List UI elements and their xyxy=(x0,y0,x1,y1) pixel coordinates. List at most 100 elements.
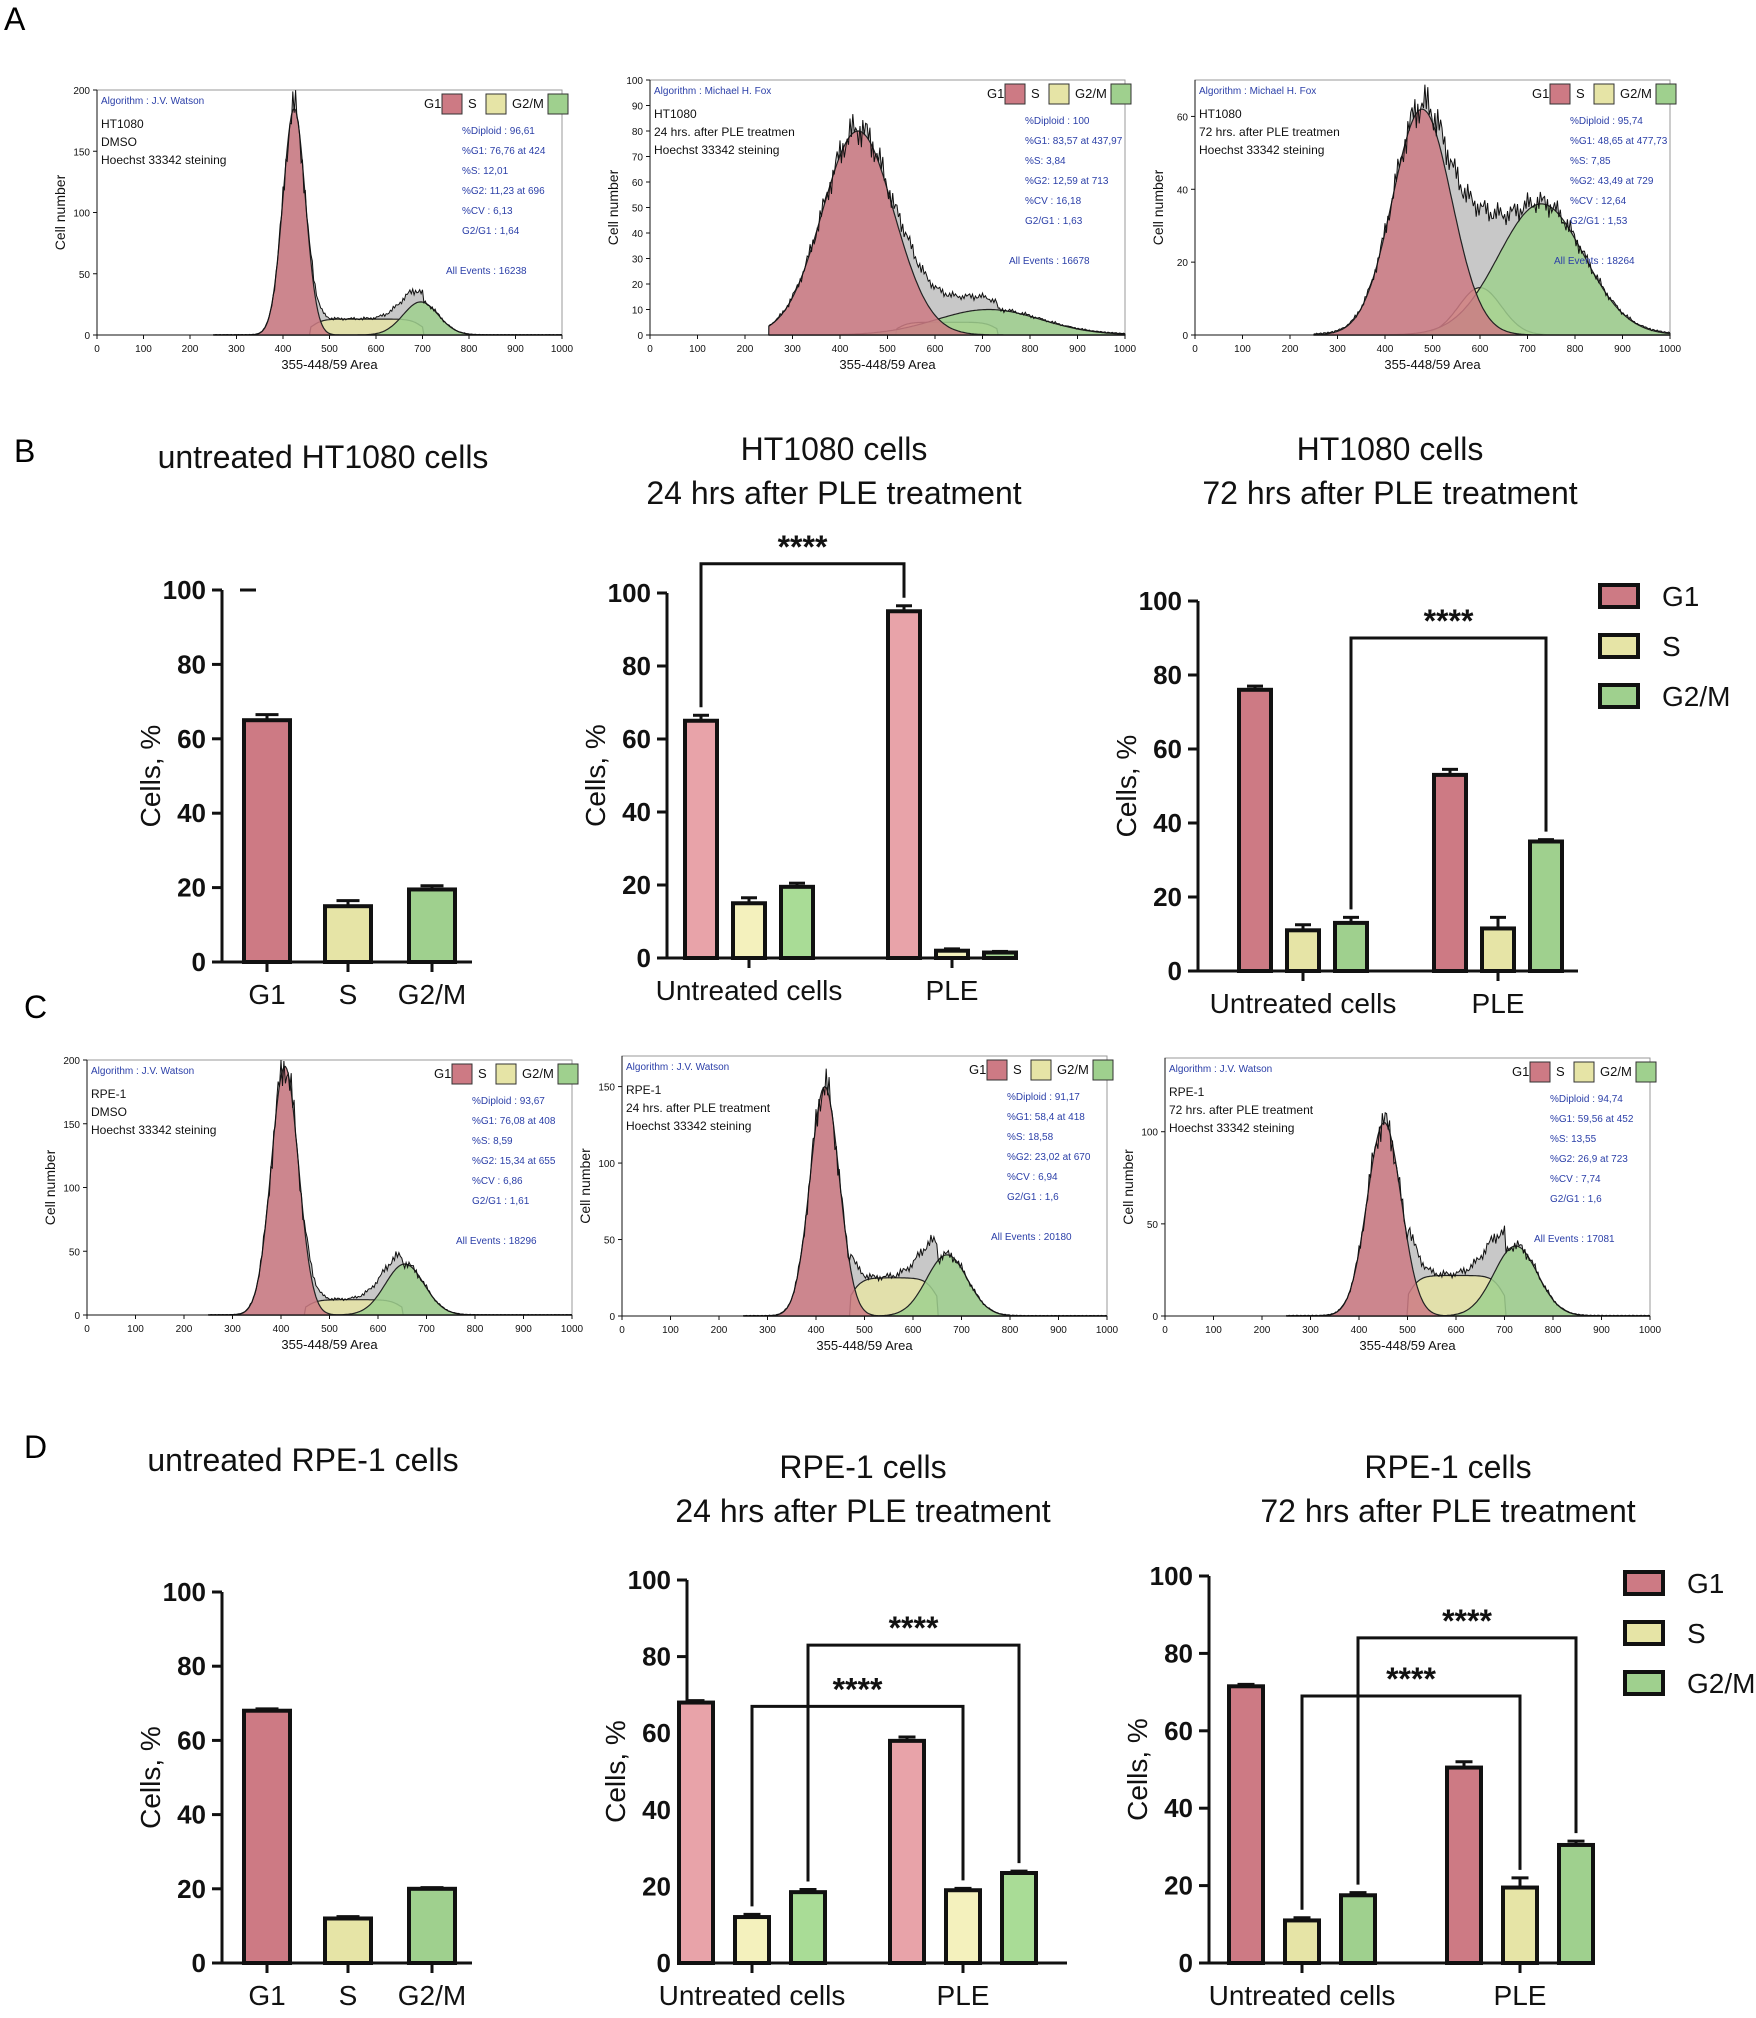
legend-label: G2/M xyxy=(1662,681,1730,712)
algorithm-label: Algorithm : Michael H. Fox xyxy=(654,86,771,97)
x-tick-label: 900 xyxy=(1069,344,1086,355)
x-tick-label: PLE xyxy=(1472,988,1525,1019)
x-tick-label: 600 xyxy=(1472,344,1489,355)
x-tick-label: 500 xyxy=(321,344,338,355)
legend-label-s: S xyxy=(468,96,477,111)
sample-info-line: Hoechst 33342 steining xyxy=(101,153,226,167)
y-tick-label: 10 xyxy=(632,306,644,317)
bar xyxy=(1480,926,1516,974)
y-tick-label: 80 xyxy=(1164,1638,1193,1668)
y-tick-label: 100 xyxy=(628,1565,671,1595)
x-tick-label: Untreated cells xyxy=(1209,1980,1396,2011)
chart-title-line: 72 hrs after PLE treatment xyxy=(1202,475,1577,511)
chart-title-line: 24 hrs after PLE treatment xyxy=(675,1493,1050,1529)
significance-bracket xyxy=(699,562,906,708)
legend-swatch xyxy=(557,1063,579,1085)
histogram-chart-6: 0 100 200 300 400 500 600 700 800 900 1000 0 50 100 15… xyxy=(42,1056,584,1352)
x-tick-label: 400 xyxy=(273,1324,290,1335)
y-tick-label: 20 xyxy=(177,1874,206,1904)
algorithm-label: Algorithm : J.V. Watson xyxy=(101,96,204,107)
significance-label: **** xyxy=(1386,1661,1436,1697)
stats-line: %S: 7,85 xyxy=(1570,156,1611,167)
y-tick-label: 60 xyxy=(642,1718,671,1748)
x-tick-label: 200 xyxy=(1282,344,1299,355)
sample-info-line: Hoechst 33342 steining xyxy=(626,1119,751,1133)
legend-label-g1: G1 xyxy=(434,1066,451,1081)
y-tick-label: 60 xyxy=(177,1725,206,1755)
panel-letter-a: A xyxy=(4,1,26,37)
x-tick-label: 400 xyxy=(832,344,849,355)
sample-info-line: 72 hrs. after PLE treatment xyxy=(1169,1103,1314,1117)
x-tick-label: 400 xyxy=(1351,1325,1368,1336)
x-tick-label: G2/M xyxy=(398,1980,466,2011)
x-tick-label: PLE xyxy=(937,1980,990,2011)
legend-label-s: S xyxy=(1556,1064,1565,1079)
sample-info-line: RPE-1 xyxy=(91,1087,127,1101)
sample-info-line: HT1080 xyxy=(1199,107,1242,121)
x-tick-label: 800 xyxy=(1002,1325,1019,1336)
legend-swatch xyxy=(1110,83,1132,105)
chart-title-line: HT1080 cells xyxy=(1297,431,1484,467)
stats-line: %G1: 48,65 at 477,73 xyxy=(1570,136,1668,147)
y-tick-label: 100 xyxy=(626,76,643,87)
stats-line: %G2: 26,9 at 723 xyxy=(1550,1154,1628,1165)
bar xyxy=(886,609,922,960)
bar xyxy=(407,1886,457,1966)
x-axis-label: 355-448/59 Area xyxy=(816,1338,913,1353)
chart-title-line: HT1080 cells xyxy=(741,431,928,467)
x-tick-label: 500 xyxy=(856,1325,873,1336)
y-axis-label: Cell number xyxy=(1150,169,1166,245)
y-tick-label: 100 xyxy=(63,1184,80,1195)
legend-swatch xyxy=(1004,83,1026,105)
stats-line: %Diploid : 100 xyxy=(1025,116,1090,127)
algorithm-label: Algorithm : J.V. Watson xyxy=(91,1066,194,1077)
bar xyxy=(944,1888,982,1965)
y-tick-label: 40 xyxy=(177,798,206,828)
x-tick-label: 900 xyxy=(515,1324,532,1335)
x-tick-label: 1000 xyxy=(551,344,574,355)
legend-label-g2m: G2/M xyxy=(1057,1062,1089,1077)
legend-label-g2m: G2/M xyxy=(522,1066,554,1081)
x-tick-label: 0 xyxy=(1192,344,1198,355)
legend-swatch xyxy=(1635,1061,1657,1083)
bar xyxy=(1227,1684,1265,1966)
g1-phase-area xyxy=(213,107,562,336)
bar xyxy=(1285,928,1321,973)
y-tick-label: 0 xyxy=(1182,331,1188,342)
bar xyxy=(683,718,719,960)
legend-label-g2m: G2/M xyxy=(1620,86,1652,101)
y-axis-label: Cells, % xyxy=(580,724,611,827)
x-tick-label: 700 xyxy=(418,1324,435,1335)
y-tick-label: 80 xyxy=(177,1651,206,1681)
sample-info-line: Hoechst 33342 steining xyxy=(91,1123,216,1137)
stats-line: %S: 12,01 xyxy=(462,166,509,177)
legend-swatch xyxy=(986,1059,1008,1081)
y-tick-label: 90 xyxy=(632,102,644,113)
legend-swatch xyxy=(1623,1620,1665,1646)
bar-chart-4: HT1080 cells 24 hrs after PLE treatment 0 2… xyxy=(580,431,1022,1006)
legend-swatch xyxy=(451,1063,473,1085)
x-tick-label: 400 xyxy=(808,1325,825,1336)
y-tick-label: 60 xyxy=(622,724,651,754)
stats-line: %CV : 6,86 xyxy=(472,1176,523,1187)
events-label: All Events : 20180 xyxy=(991,1232,1072,1243)
y-tick-label: 100 xyxy=(73,209,90,220)
x-tick-label: 900 xyxy=(1614,344,1631,355)
y-tick-label: 40 xyxy=(632,229,644,240)
stats-line: G2/G1 : 1,63 xyxy=(1025,216,1083,227)
histogram-chart-0: 0 100 200 300 400 500 600 700 800 900 1000 0 50 100 15… xyxy=(52,86,574,372)
sample-info-line: 24 hrs. after PLE treatment xyxy=(626,1101,771,1115)
bar xyxy=(1501,1885,1539,1966)
sample-info-line: DMSO xyxy=(91,1105,127,1119)
sample-info-line: 72 hrs. after PLE treatmen xyxy=(1199,125,1340,139)
charts-layer: 0 100 200 300 400 500 600 700 800 900 100005010015… xyxy=(42,76,1755,2011)
significance-label: **** xyxy=(833,1671,883,1707)
x-tick-label: G2/M xyxy=(398,979,466,1010)
x-tick-label: 100 xyxy=(1205,1325,1222,1336)
total-histogram-line xyxy=(768,114,1126,335)
significance-label: **** xyxy=(889,1610,939,1646)
bar xyxy=(1528,839,1564,973)
y-axis-label: Cells, % xyxy=(600,1720,631,1823)
histogram-chart-2: 0 100 200 300 400 500 600 700 800 900 1000 0 20 40 60 3… xyxy=(1150,79,1682,372)
histogram-chart-1: 0 100 200 300 400 500 600 700 800 900 1000 0 10 20 30 4… xyxy=(605,76,1137,372)
